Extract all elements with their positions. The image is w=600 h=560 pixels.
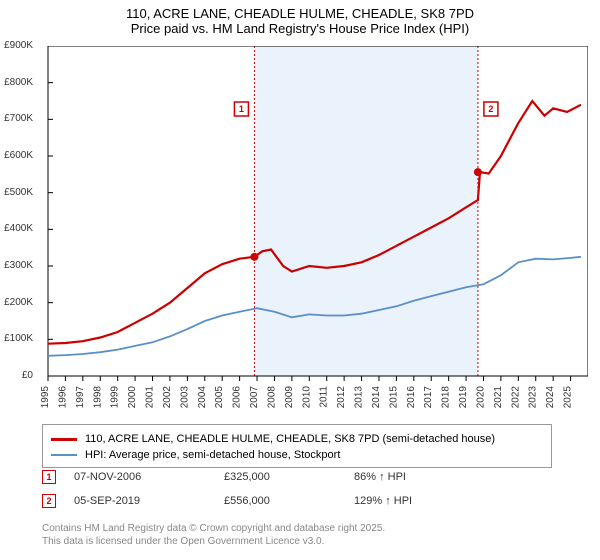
svg-text:2011: 2011 [319,386,330,408]
svg-text:2: 2 [488,104,493,114]
chart-svg: 1995 1996 1997 1998 1999 2000 2001 2002 2003 2004… [34,46,588,416]
footer-line1: Contains HM Land Registry data © Crown c… [42,522,562,535]
svg-text:1: 1 [239,104,244,114]
chart-title-block: 110, ACRE LANE, CHEADLE HULME, CHEADLE, … [0,0,600,36]
sale-price-2: £556,000 [224,495,354,507]
sale-pct-1: 86% ↑ HPI [354,471,406,483]
legend-label-price: 110, ACRE LANE, CHEADLE HULME, CHEADLE, … [85,433,495,445]
y-tick-label: £300K [0,260,33,271]
svg-text:2019: 2019 [458,386,469,409]
svg-text:2014: 2014 [371,386,382,409]
sale-row-2: 2 05-SEP-2019 £556,000 129% ↑ HPI [42,494,562,508]
svg-text:2024: 2024 [545,386,556,409]
y-tick-label: £900K [0,40,33,51]
svg-text:2009: 2009 [284,386,295,409]
title-address: 110, ACRE LANE, CHEADLE HULME, CHEADLE, … [0,6,600,21]
legend-swatch-red [51,438,77,441]
sale-date-2: 05-SEP-2019 [74,495,224,507]
sale-pct-2: 129% ↑ HPI [354,495,412,507]
sale-row-1: 1 07-NOV-2006 £325,000 86% ↑ HPI [42,470,562,484]
sale-marker-1: 1 [42,470,56,484]
y-tick-label: £400K [0,223,33,234]
legend-item-price: 110, ACRE LANE, CHEADLE HULME, CHEADLE, … [51,431,543,447]
sale-date-1: 07-NOV-2006 [74,471,224,483]
svg-text:1997: 1997 [75,386,86,409]
chart-area: 1995 1996 1997 1998 1999 2000 2001 2002 2003 2004… [34,46,588,416]
y-tick-label: £0 [0,370,33,381]
y-tick-label: £600K [0,150,33,161]
svg-text:2016: 2016 [406,386,417,409]
legend-label-hpi: HPI: Average price, semi-detached house,… [85,449,340,461]
sale-price-1: £325,000 [224,471,354,483]
svg-text:2003: 2003 [179,386,190,409]
y-tick-label: £700K [0,113,33,124]
svg-text:2013: 2013 [354,386,365,409]
svg-text:1998: 1998 [92,386,103,409]
svg-text:2018: 2018 [441,386,452,409]
svg-text:2008: 2008 [266,386,277,409]
svg-text:2025: 2025 [563,386,574,409]
y-tick-label: £800K [0,77,33,88]
legend-swatch-blue [51,454,77,457]
svg-text:1996: 1996 [57,386,68,409]
svg-text:1999: 1999 [110,386,121,409]
svg-text:2002: 2002 [162,386,173,409]
svg-text:2020: 2020 [475,386,486,409]
footer-line2: This data is licensed under the Open Gov… [42,535,562,548]
page: 110, ACRE LANE, CHEADLE HULME, CHEADLE, … [0,0,600,560]
svg-text:2001: 2001 [145,386,156,409]
svg-text:2005: 2005 [214,386,225,409]
svg-text:2010: 2010 [301,386,312,409]
svg-text:2007: 2007 [249,386,260,409]
sale-marker-2: 2 [42,494,56,508]
y-tick-label: £500K [0,187,33,198]
title-subtitle: Price paid vs. HM Land Registry's House … [0,21,600,36]
svg-text:2006: 2006 [232,386,243,409]
svg-text:2012: 2012 [336,386,347,409]
legend: 110, ACRE LANE, CHEADLE HULME, CHEADLE, … [42,424,552,468]
svg-text:2022: 2022 [510,386,521,409]
legend-item-hpi: HPI: Average price, semi-detached house,… [51,447,543,463]
svg-text:2000: 2000 [127,386,138,409]
svg-text:2021: 2021 [493,386,504,409]
svg-text:2017: 2017 [423,386,434,409]
y-tick-label: £100K [0,333,33,344]
footer: Contains HM Land Registry data © Crown c… [42,522,562,548]
svg-text:1995: 1995 [40,386,51,409]
svg-text:2004: 2004 [197,386,208,409]
y-tick-label: £200K [0,297,33,308]
svg-text:2015: 2015 [388,386,399,409]
svg-text:2023: 2023 [528,386,539,409]
